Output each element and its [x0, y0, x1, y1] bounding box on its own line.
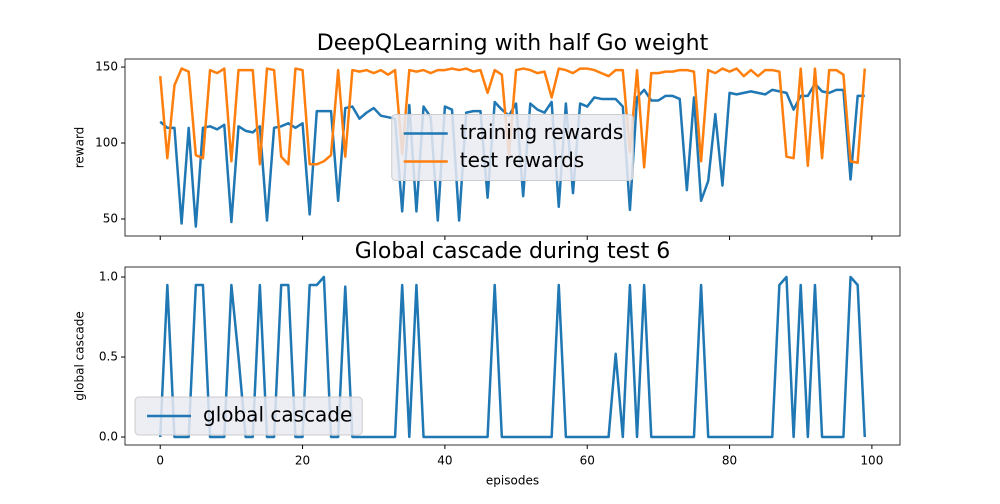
- y-tick-label: 1.0: [99, 270, 118, 284]
- y-tick-label: 0.5: [99, 350, 118, 364]
- axes-frame: [124, 58, 901, 237]
- legend: global cascade: [134, 396, 363, 436]
- y-tick-label: 0.0: [99, 430, 118, 444]
- legend-label: training rewards: [460, 120, 624, 144]
- legend: training rewards test rewards: [391, 114, 634, 181]
- x-tick-label: 20: [295, 454, 310, 468]
- series-line: [158, 67, 867, 169]
- x-axis-label: episodes: [486, 474, 539, 488]
- y-axis-label: reward: [73, 127, 87, 169]
- y-tick-label: 50: [103, 211, 118, 225]
- x-tick-label: 40: [437, 454, 452, 468]
- chart-title: DeepQLearning with half Go weight: [317, 31, 709, 56]
- series-line: [158, 275, 867, 439]
- y-axis-label: global cascade: [73, 311, 87, 401]
- x-tick-label: 80: [722, 454, 737, 468]
- legend-box: [134, 396, 363, 436]
- x-tick-label: 100: [860, 454, 883, 468]
- legend-label: test rewards: [460, 148, 584, 172]
- y-tick-label: 150: [95, 60, 118, 74]
- chart-title: Global cascade during test 6: [355, 239, 671, 264]
- legend-box: [391, 114, 634, 181]
- legend-label: global cascade: [203, 403, 352, 427]
- y-tick-label: 100: [95, 136, 118, 150]
- x-tick-label: 0: [156, 454, 164, 468]
- x-tick-label: 60: [580, 454, 595, 468]
- axes-frame: [124, 266, 901, 446]
